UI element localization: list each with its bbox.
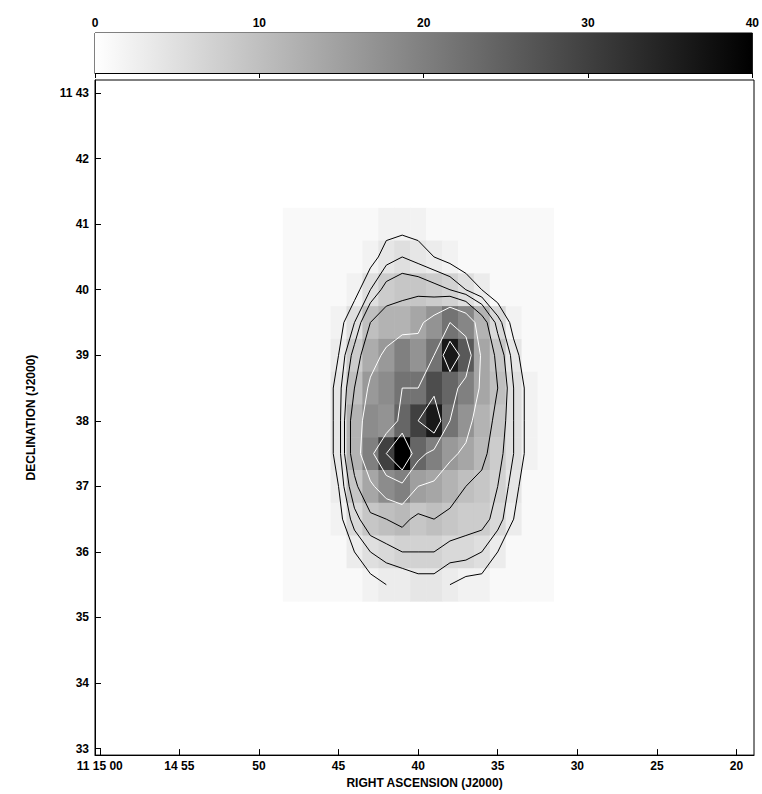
svg-text:50: 50 — [252, 759, 266, 773]
svg-text:25: 25 — [650, 759, 664, 773]
svg-text:30: 30 — [581, 16, 595, 30]
svg-text:35: 35 — [76, 610, 90, 624]
svg-text:36: 36 — [76, 545, 90, 559]
svg-text:20: 20 — [730, 759, 744, 773]
svg-text:RIGHT ASCENSION (J2000): RIGHT ASCENSION (J2000) — [346, 776, 502, 790]
svg-text:39: 39 — [76, 348, 90, 362]
svg-text:10: 10 — [253, 16, 267, 30]
svg-text:38: 38 — [76, 414, 90, 428]
svg-text:40: 40 — [746, 16, 760, 30]
svg-text:42: 42 — [76, 152, 90, 166]
svg-text:30: 30 — [571, 759, 585, 773]
svg-text:34: 34 — [76, 676, 90, 690]
svg-text:35: 35 — [491, 759, 505, 773]
svg-text:41: 41 — [76, 217, 90, 231]
svg-text:14 55: 14 55 — [164, 759, 194, 773]
svg-text:37: 37 — [76, 479, 90, 493]
svg-text:33: 33 — [76, 742, 90, 756]
svg-text:0: 0 — [92, 16, 99, 30]
svg-text:40: 40 — [411, 759, 425, 773]
svg-text:40: 40 — [76, 283, 90, 297]
svg-text:11 15 00: 11 15 00 — [77, 759, 123, 773]
svg-text:11 43: 11 43 — [60, 86, 90, 100]
svg-text:DECLINATION (J2000): DECLINATION (J2000) — [24, 355, 38, 481]
svg-text:45: 45 — [332, 759, 346, 773]
svg-text:20: 20 — [417, 16, 431, 30]
